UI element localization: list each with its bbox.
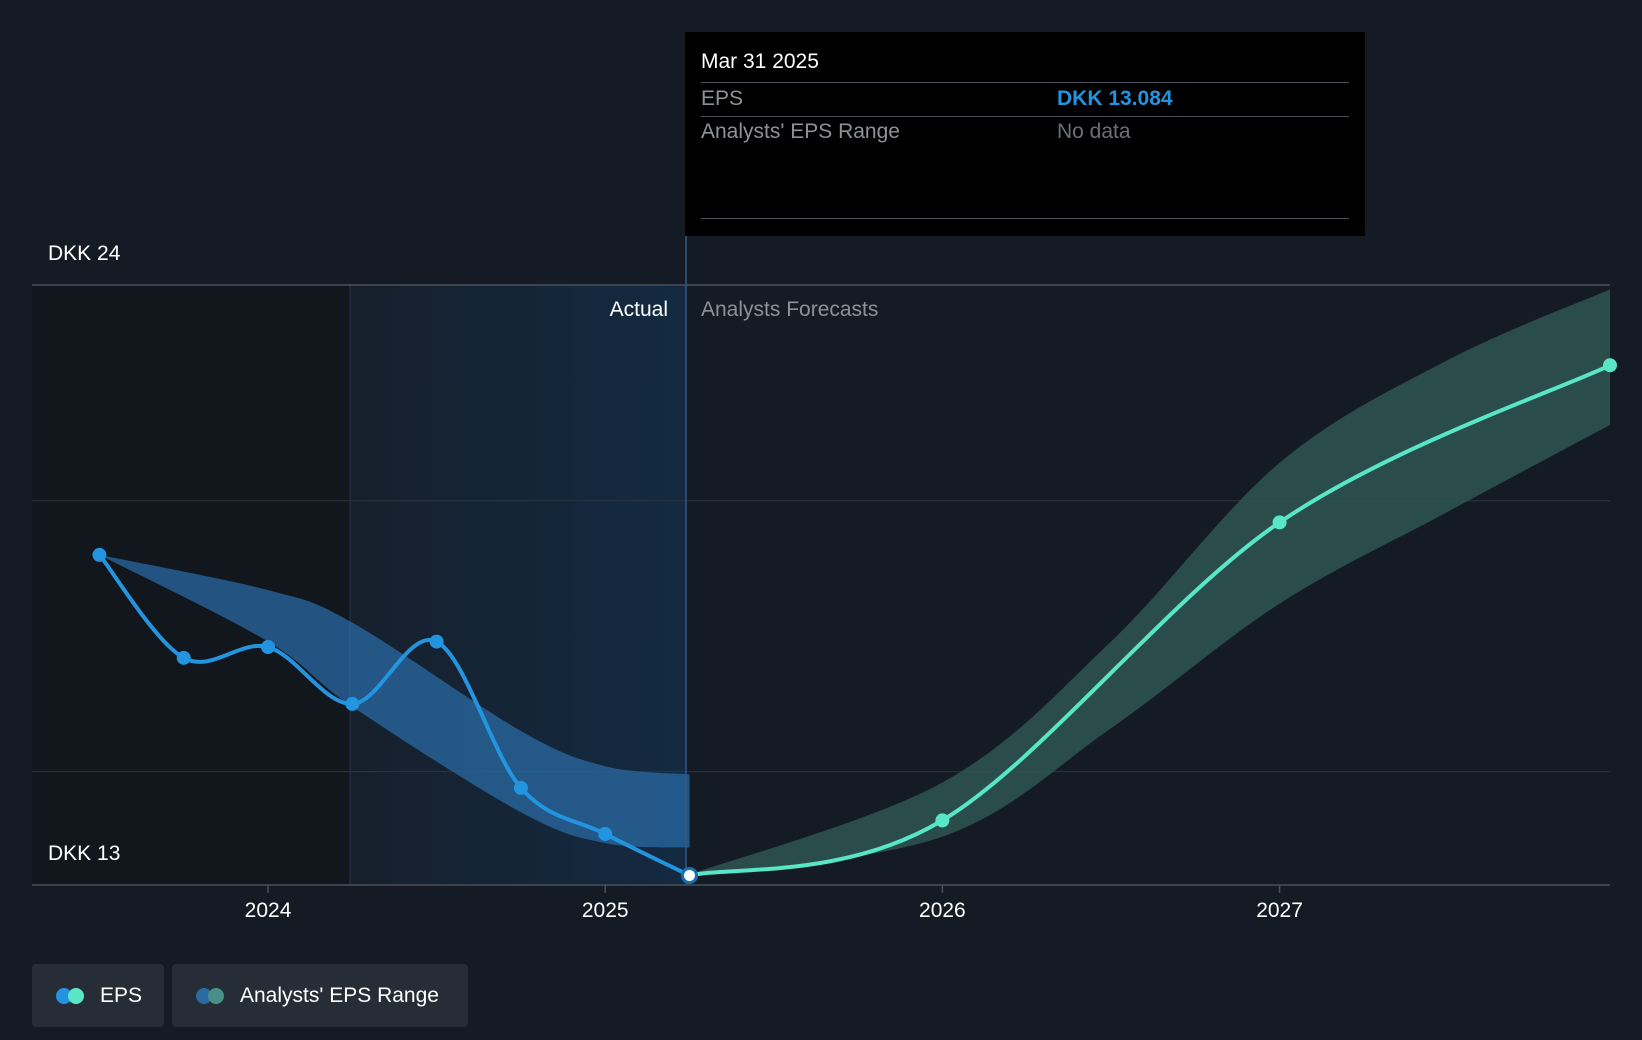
eps-tooltip: Mar 31 2025 EPS DKK 13.084 Analysts' EPS…	[685, 32, 1365, 236]
legend-dot-forecast	[208, 987, 224, 1004]
x-axis-label: 2024	[245, 899, 292, 922]
eps-point-forecast	[1272, 515, 1287, 530]
y-axis-label: DKK 24	[48, 242, 121, 265]
eps-range-legend-icon	[196, 987, 226, 1004]
eps-point-actual	[513, 780, 528, 795]
legend-eps-label: EPS	[100, 983, 143, 1007]
tooltip-divider	[701, 116, 1349, 117]
eps-point-actual	[92, 547, 107, 562]
legend-item-eps[interactable]: EPS	[32, 964, 164, 1027]
eps-point-actual	[429, 634, 444, 649]
tooltip-range-label: Analysts' EPS Range	[701, 120, 900, 143]
forecast-label: Analysts Forecasts	[701, 298, 878, 321]
eps-point-forecast	[1603, 358, 1617, 373]
actual-label: Actual	[610, 298, 668, 321]
tooltip-date: Mar 31 2025	[701, 50, 819, 73]
eps-point-actual	[176, 650, 191, 665]
x-axis-label: 2025	[582, 899, 629, 922]
tooltip-range-value: No data	[1057, 120, 1131, 143]
eps-point-forecast	[935, 813, 950, 828]
x-axis-label: 2026	[919, 899, 966, 922]
tooltip-divider	[701, 82, 1349, 83]
eps-point-actual	[598, 826, 613, 841]
y-axis-label: DKK 13	[48, 842, 120, 865]
x-axis-label: 2027	[1256, 899, 1303, 922]
tooltip-eps-label: EPS	[701, 87, 744, 110]
tooltip-divider	[701, 218, 1349, 219]
eps-range-band-forecast	[689, 289, 1610, 877]
legend-item-eps-range[interactable]: Analysts' EPS Range	[172, 964, 468, 1027]
legend-dot-forecast	[68, 987, 84, 1004]
eps-legend-icon	[56, 987, 86, 1004]
eps-point-actual	[261, 640, 276, 655]
eps-range-band-past	[99, 554, 690, 848]
legend-eps-range-label: Analysts' EPS Range	[240, 983, 439, 1007]
tooltip-eps-value: DKK 13.084	[1057, 87, 1173, 110]
eps-point-actual	[345, 696, 360, 711]
eps-point-selected	[681, 866, 698, 884]
eps-line-forecast	[687, 363, 1612, 878]
